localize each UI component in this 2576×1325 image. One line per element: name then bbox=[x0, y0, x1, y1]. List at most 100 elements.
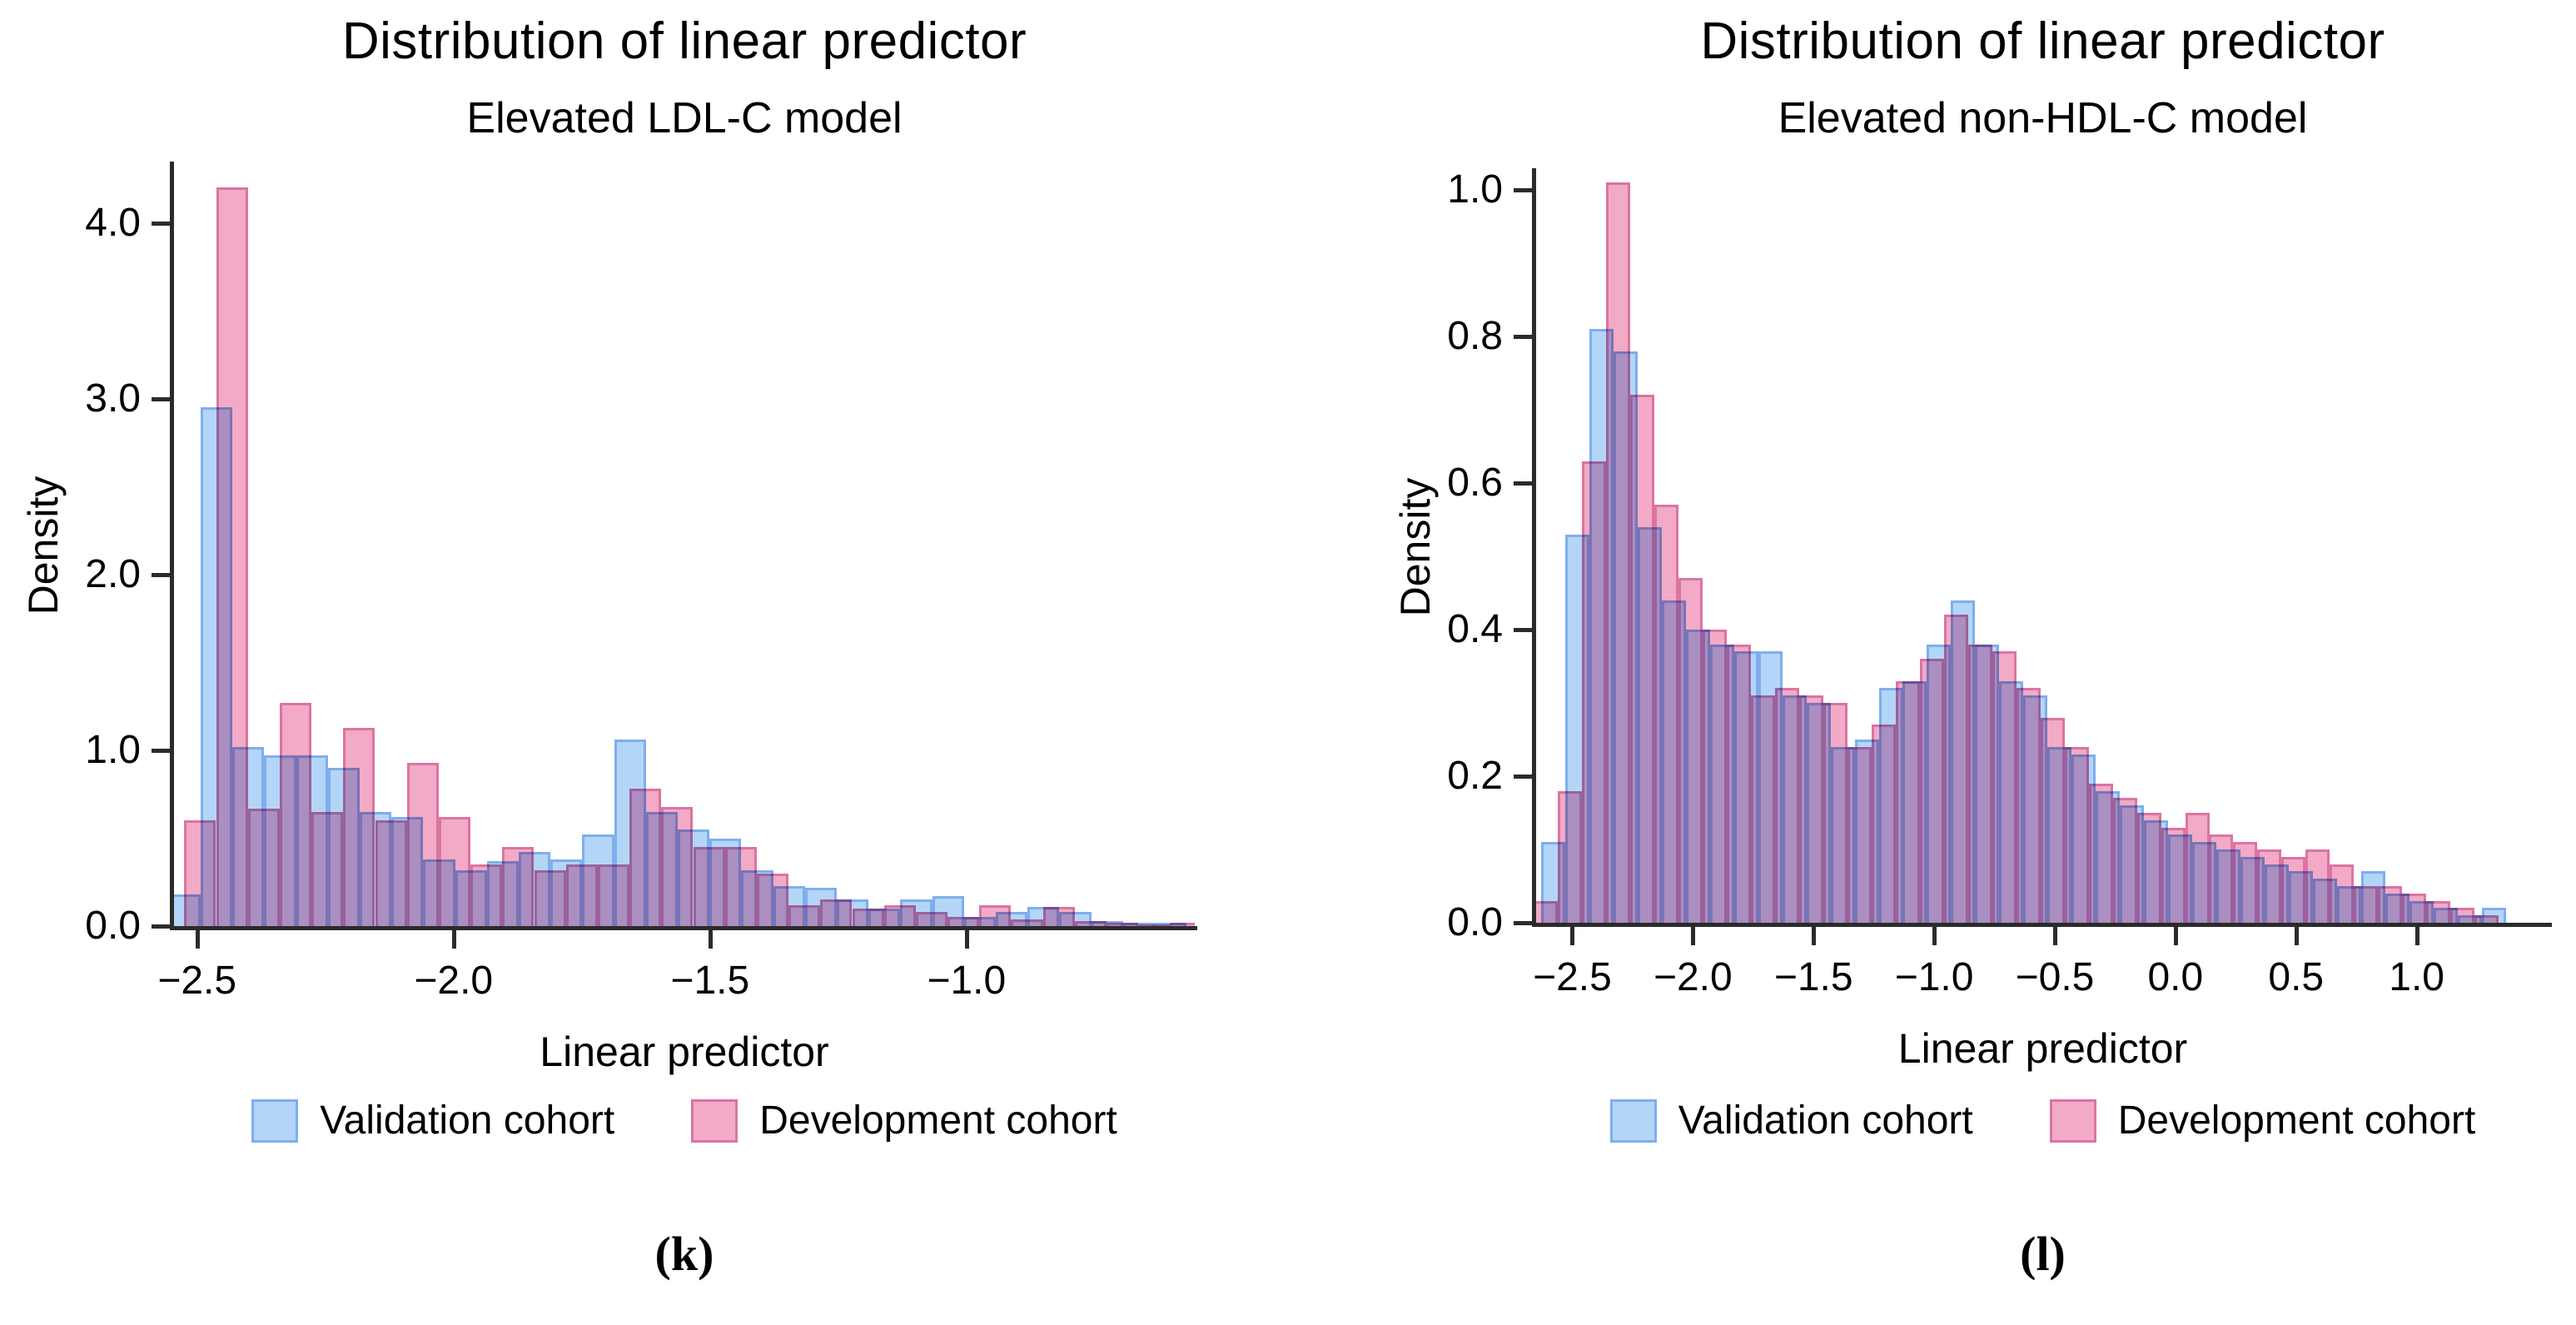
histogram-bar bbox=[1774, 688, 1799, 923]
histogram-bar bbox=[375, 820, 407, 926]
plot-area bbox=[1536, 172, 2549, 923]
legend-label: Development cohort bbox=[759, 1098, 1117, 1143]
histogram-bar bbox=[724, 847, 757, 926]
histogram-bar bbox=[1943, 615, 1968, 923]
histogram-bar bbox=[915, 912, 948, 926]
histogram-bar bbox=[279, 702, 312, 926]
x-tick-mark bbox=[964, 930, 969, 949]
histogram-bar bbox=[820, 899, 853, 926]
y-tick-mark bbox=[1514, 921, 1532, 925]
histogram-bar bbox=[1582, 461, 1607, 923]
x-tick-mark bbox=[1570, 927, 1575, 945]
x-tick-mark bbox=[2294, 927, 2299, 945]
panel-k: Distribution of linear predictor Elevate… bbox=[0, 0, 1282, 1325]
x-tick-mark bbox=[1691, 927, 1696, 945]
x-axis-line bbox=[1532, 923, 2552, 927]
histogram-bar bbox=[2450, 908, 2475, 923]
y-tick-label: 0.8 bbox=[1447, 314, 1503, 358]
x-tick-mark bbox=[195, 930, 200, 949]
histogram-bar bbox=[2016, 688, 2041, 923]
histogram-bar bbox=[470, 864, 503, 926]
histogram-layer-development bbox=[1536, 172, 2549, 923]
x-tick-mark bbox=[2414, 927, 2419, 945]
histogram-bar bbox=[2378, 886, 2403, 923]
histogram-bar bbox=[629, 789, 662, 926]
histogram-bar bbox=[1106, 922, 1139, 926]
histogram-bar bbox=[2402, 893, 2427, 923]
x-tick-label: −1.0 bbox=[927, 959, 1007, 1003]
histogram-bar bbox=[2474, 915, 2499, 923]
histogram-bar bbox=[438, 817, 471, 926]
histogram-bar bbox=[947, 917, 980, 926]
x-tick-label: −1.0 bbox=[1894, 955, 1974, 999]
y-axis-line bbox=[170, 162, 174, 930]
histogram-bar bbox=[2233, 842, 2258, 923]
y-tick-label: 1.0 bbox=[85, 727, 141, 772]
histogram-bar bbox=[1702, 630, 1727, 923]
y-axis-line bbox=[1532, 168, 1536, 927]
x-tick-mark bbox=[2052, 927, 2057, 945]
histogram-bar bbox=[597, 864, 630, 926]
histogram-bar bbox=[2330, 864, 2355, 923]
x-tick-label: −2.0 bbox=[1653, 955, 1733, 999]
histogram-bar bbox=[1536, 900, 1559, 923]
histogram-bar bbox=[788, 904, 821, 926]
legend-item-development: Development cohort bbox=[2049, 1098, 2476, 1143]
legend-label: Development cohort bbox=[2117, 1098, 2476, 1143]
histogram-bar bbox=[2040, 717, 2065, 923]
validation-swatch bbox=[1609, 1098, 1657, 1143]
histogram-bar bbox=[1011, 919, 1043, 926]
panel-l: Distribution of linear predictor Elevate… bbox=[1282, 0, 2576, 1325]
histogram-bar bbox=[1630, 395, 1654, 923]
legend-item-validation: Validation cohort bbox=[1609, 1098, 1973, 1143]
chart-subtitle: Elevated LDL-C model bbox=[466, 94, 903, 142]
x-tick-mark bbox=[1812, 927, 1817, 945]
legend-item-validation: Validation cohort bbox=[251, 1098, 614, 1143]
y-tick-mark bbox=[152, 396, 170, 401]
histogram-bar bbox=[1823, 703, 1847, 923]
development-swatch bbox=[2049, 1098, 2096, 1143]
y-tick-mark bbox=[152, 572, 170, 577]
y-tick-label: 4.0 bbox=[85, 200, 141, 245]
histogram-bar bbox=[1138, 924, 1171, 926]
y-tick-mark bbox=[1514, 335, 1532, 339]
histogram-bar bbox=[883, 904, 916, 926]
x-tick-mark bbox=[2173, 927, 2178, 945]
histogram-bar bbox=[1074, 920, 1106, 926]
histogram-bar bbox=[1967, 644, 1992, 923]
histogram-bar bbox=[756, 873, 789, 926]
y-tick-mark bbox=[1514, 481, 1532, 486]
x-tick-label: −2.5 bbox=[1533, 955, 1612, 999]
histogram-bar bbox=[2064, 746, 2089, 923]
legend: Validation cohort Development cohort bbox=[102, 1098, 1267, 1143]
histogram-bar bbox=[2185, 813, 2210, 923]
y-tick-label: 3.0 bbox=[85, 376, 141, 421]
histogram-bar bbox=[1678, 578, 1703, 923]
histogram-bar bbox=[216, 187, 248, 926]
legend-label: Validation cohort bbox=[1678, 1098, 1973, 1143]
x-axis-label: Linear predictor bbox=[540, 1029, 829, 1075]
x-tick-mark bbox=[1932, 927, 1937, 945]
legend-label: Validation cohort bbox=[320, 1098, 615, 1143]
histogram-bar bbox=[1992, 651, 2017, 923]
y-tick-mark bbox=[152, 221, 170, 226]
y-tick-mark bbox=[1514, 775, 1532, 779]
histogram-bar bbox=[1726, 644, 1751, 923]
histogram-bar bbox=[2209, 834, 2234, 923]
legend-item-development: Development cohort bbox=[691, 1098, 1117, 1143]
chart-title: Distribution of linear predictor bbox=[1700, 12, 2385, 70]
histogram-bar bbox=[343, 727, 375, 926]
y-tick-label: 1.0 bbox=[1447, 167, 1503, 212]
histogram-bar bbox=[247, 808, 280, 926]
y-tick-label: 0.4 bbox=[1447, 607, 1503, 651]
histogram-bar bbox=[311, 811, 344, 926]
y-tick-label: 2.0 bbox=[85, 551, 141, 596]
histogram-bar bbox=[1042, 906, 1075, 926]
histogram-bar bbox=[661, 806, 694, 926]
chart-subtitle: Elevated non-HDL-C model bbox=[1778, 94, 2308, 142]
x-tick-label: −0.5 bbox=[2015, 955, 2095, 999]
panel-letter: (k) bbox=[654, 1227, 714, 1281]
histogram-bar bbox=[2281, 856, 2306, 923]
validation-swatch bbox=[251, 1098, 299, 1143]
histogram-bar bbox=[1895, 680, 1920, 923]
